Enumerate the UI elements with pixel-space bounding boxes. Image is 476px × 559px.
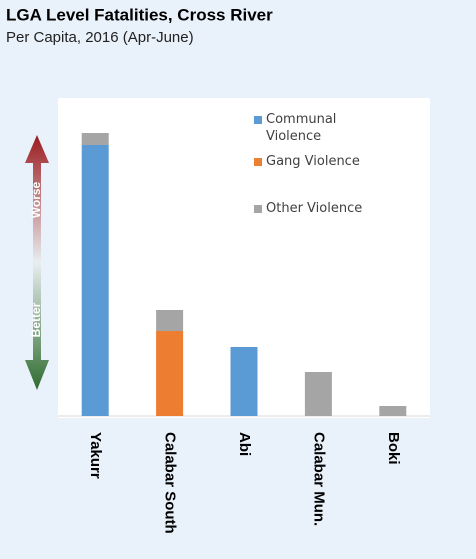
x-tick-label: Calabar Mun. (310, 432, 327, 526)
bar-segment (379, 406, 407, 416)
legend-swatch (254, 158, 262, 166)
legend-label: Other Violence (266, 201, 363, 216)
legend-label: Gang Violence (266, 154, 360, 169)
bar-segment (81, 133, 109, 145)
x-tick-label: Calabar South (162, 432, 179, 534)
bar-segment (230, 347, 258, 416)
x-tick-label: Yakurr (87, 432, 104, 479)
legend-swatch (254, 116, 262, 124)
chart-subtitle: Per Capita, 2016 (Apr-June) (6, 29, 194, 46)
legend-entry: Other Violence (266, 201, 363, 216)
better-label: Better (29, 302, 43, 337)
x-tick-label: Boki (385, 432, 402, 465)
bar-segment (81, 145, 109, 416)
x-tick-label: Abi (236, 432, 253, 456)
bar-segment (304, 372, 332, 416)
legend-entry: Gang Violence (266, 154, 360, 169)
bar-segment (156, 331, 184, 416)
legend-label: Communal Violence (266, 112, 337, 144)
worse-better-arrow (25, 135, 49, 390)
bar-segment (156, 310, 184, 331)
legend-entry: Communal Violence (266, 112, 337, 144)
chart-title: LGA Level Fatalities, Cross River (6, 5, 273, 24)
legend-swatch (254, 205, 262, 213)
worse-label: Worse (29, 181, 43, 218)
